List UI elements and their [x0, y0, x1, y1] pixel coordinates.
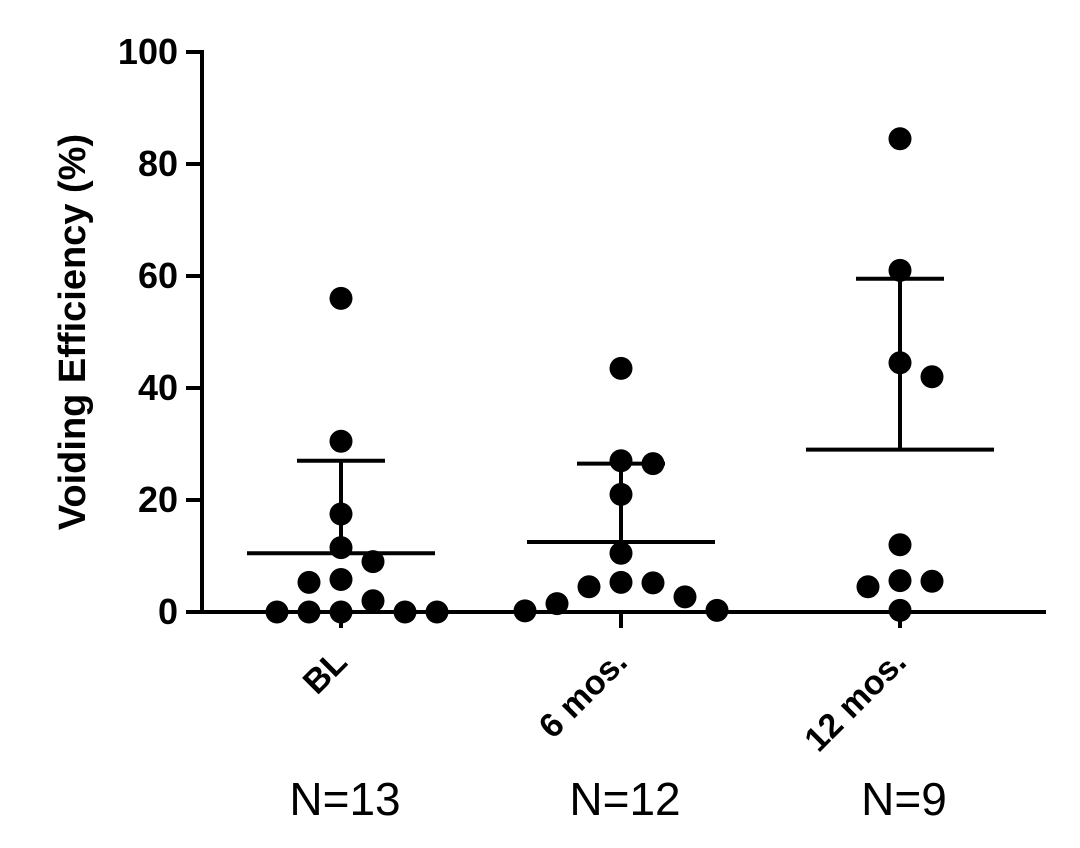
- x-tick-label: BL: [296, 643, 355, 702]
- group-n-label: N=12: [569, 773, 680, 825]
- data-point: [641, 571, 665, 595]
- y-tick-label: 80: [138, 143, 178, 184]
- data-point: [329, 536, 353, 560]
- data-point: [888, 598, 912, 622]
- data-point: [609, 356, 633, 380]
- y-tick-label: 100: [118, 31, 178, 72]
- data-point: [856, 575, 880, 599]
- data-point: [609, 482, 633, 506]
- data-point: [329, 600, 353, 624]
- data-point: [920, 569, 944, 593]
- data-point: [361, 550, 385, 574]
- data-point: [329, 286, 353, 310]
- data-point: [888, 533, 912, 557]
- y-axis-label: Voiding Efficiency (%): [52, 134, 94, 530]
- data-point: [577, 575, 601, 599]
- y-tick-label: 60: [138, 255, 178, 296]
- data-point: [545, 592, 569, 616]
- data-point: [329, 502, 353, 526]
- x-tick-label: 12 mos.: [797, 643, 913, 759]
- group-1: [513, 356, 729, 623]
- data-groups: [247, 127, 994, 624]
- data-point: [888, 569, 912, 593]
- data-point: [361, 589, 385, 613]
- data-point: [425, 600, 449, 624]
- data-point: [329, 429, 353, 453]
- data-point: [641, 452, 665, 476]
- data-point: [609, 541, 633, 565]
- data-point: [673, 585, 697, 609]
- data-point: [888, 258, 912, 282]
- data-point: [920, 365, 944, 389]
- data-point: [888, 351, 912, 375]
- y-axis: 0 20 40 60 80 100: [118, 31, 204, 632]
- data-point: [297, 570, 321, 594]
- data-point: [888, 127, 912, 151]
- data-point: [609, 570, 633, 594]
- group-n-label: N=13: [289, 773, 400, 825]
- data-point: [329, 568, 353, 592]
- group-n-label: N=9: [861, 773, 947, 825]
- y-tick-label: 0: [158, 591, 178, 632]
- group-0: [247, 286, 449, 624]
- y-tick-label: 40: [138, 367, 178, 408]
- data-point: [265, 600, 289, 624]
- x-axis: BL N=13 6 mos. N=12 12 mos. N=9: [202, 610, 1046, 825]
- y-tick-label: 20: [138, 479, 178, 520]
- data-point: [705, 598, 729, 622]
- data-point: [393, 600, 417, 624]
- data-point: [513, 599, 537, 623]
- data-point: [297, 600, 321, 624]
- x-tick-label: 6 mos.: [532, 643, 635, 746]
- data-point: [609, 449, 633, 473]
- group-2: [806, 127, 994, 622]
